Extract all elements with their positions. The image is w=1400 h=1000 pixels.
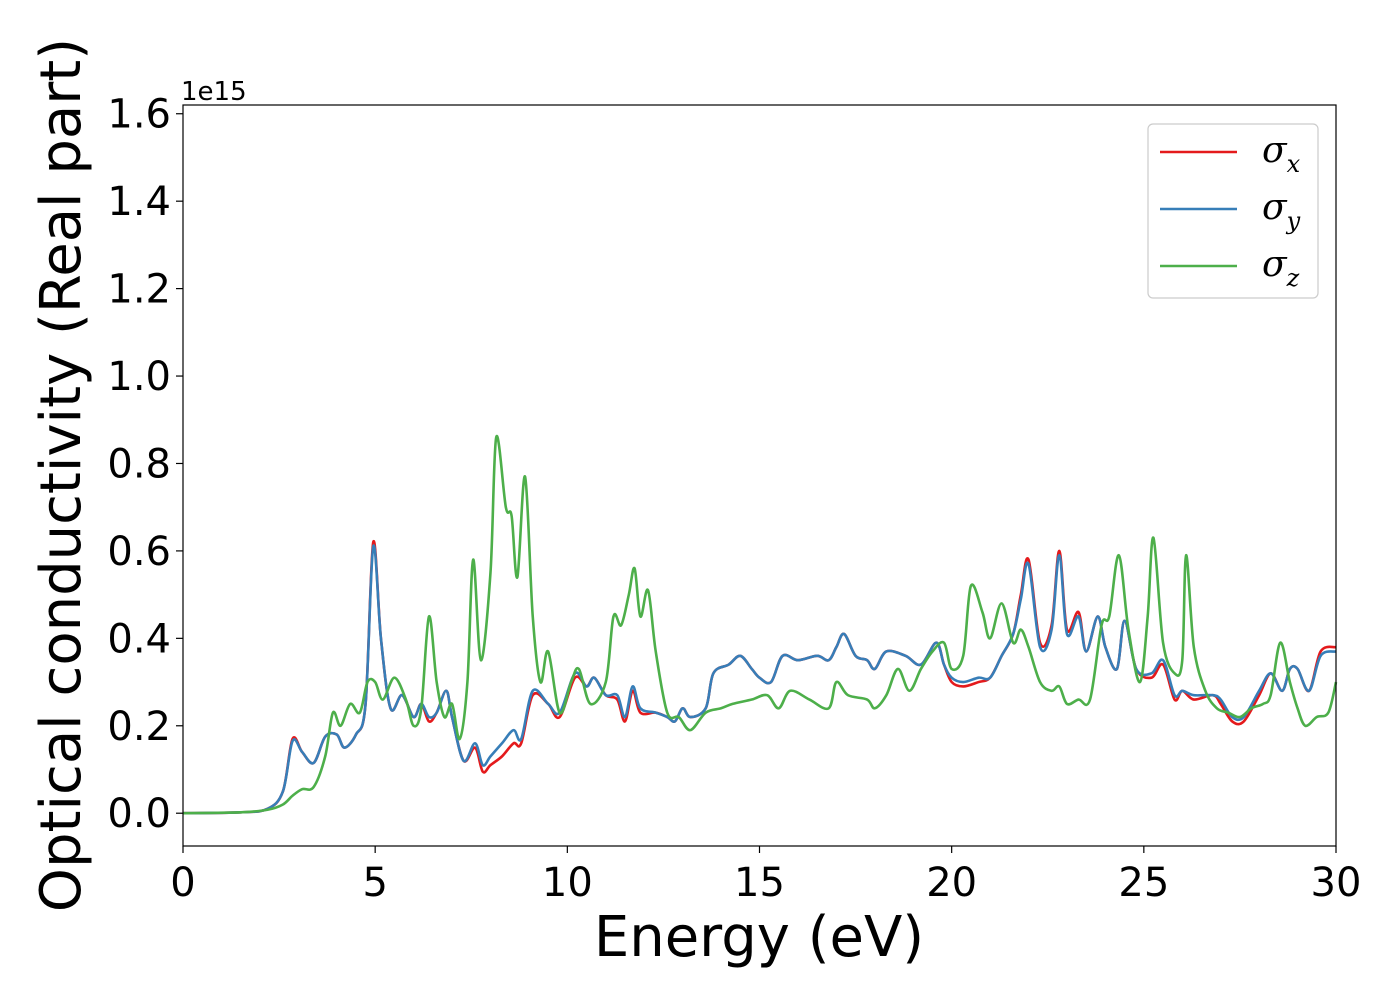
y-tick-label: 1.0	[107, 354, 171, 400]
series-line-sigma-z	[182, 434, 1338, 815]
y-tick-label: 0.2	[107, 704, 171, 750]
x-axis-label: Energy (eV)	[594, 905, 924, 970]
legend-box	[1147, 123, 1319, 299]
y-tick-label: 0.0	[107, 791, 171, 837]
x-tick-label: 10	[542, 860, 593, 906]
y-axis-offset-text: 1e15	[181, 77, 247, 107]
y-axis-ticks: 0.0 0.2 0.4 0.6 0.8 1.0 1.2 1.4 1.6	[107, 92, 183, 837]
x-tick-label: 5	[362, 860, 387, 906]
x-axis-ticks: 0 5 10 15 20 25 30	[170, 846, 1361, 906]
y-tick-label: 1.2	[107, 267, 171, 313]
x-tick-label: 15	[734, 860, 785, 906]
series-line-sigma-y	[182, 544, 1337, 815]
x-tick-label: 25	[1118, 860, 1169, 906]
y-tick-label: 1.4	[107, 179, 171, 225]
x-tick-label: 20	[926, 860, 977, 906]
series-layer	[182, 434, 1338, 815]
y-tick-label: 0.8	[107, 441, 171, 487]
y-tick-label: 1.6	[107, 92, 171, 138]
x-tick-label: 0	[170, 860, 195, 906]
y-tick-label: 0.6	[107, 529, 171, 575]
y-axis-label: Optical conductivity (Real part)	[29, 38, 94, 912]
x-tick-label: 30	[1311, 860, 1362, 906]
legend-label-sigma-z: σz	[1262, 244, 1300, 292]
y-tick-label: 0.4	[107, 616, 171, 662]
